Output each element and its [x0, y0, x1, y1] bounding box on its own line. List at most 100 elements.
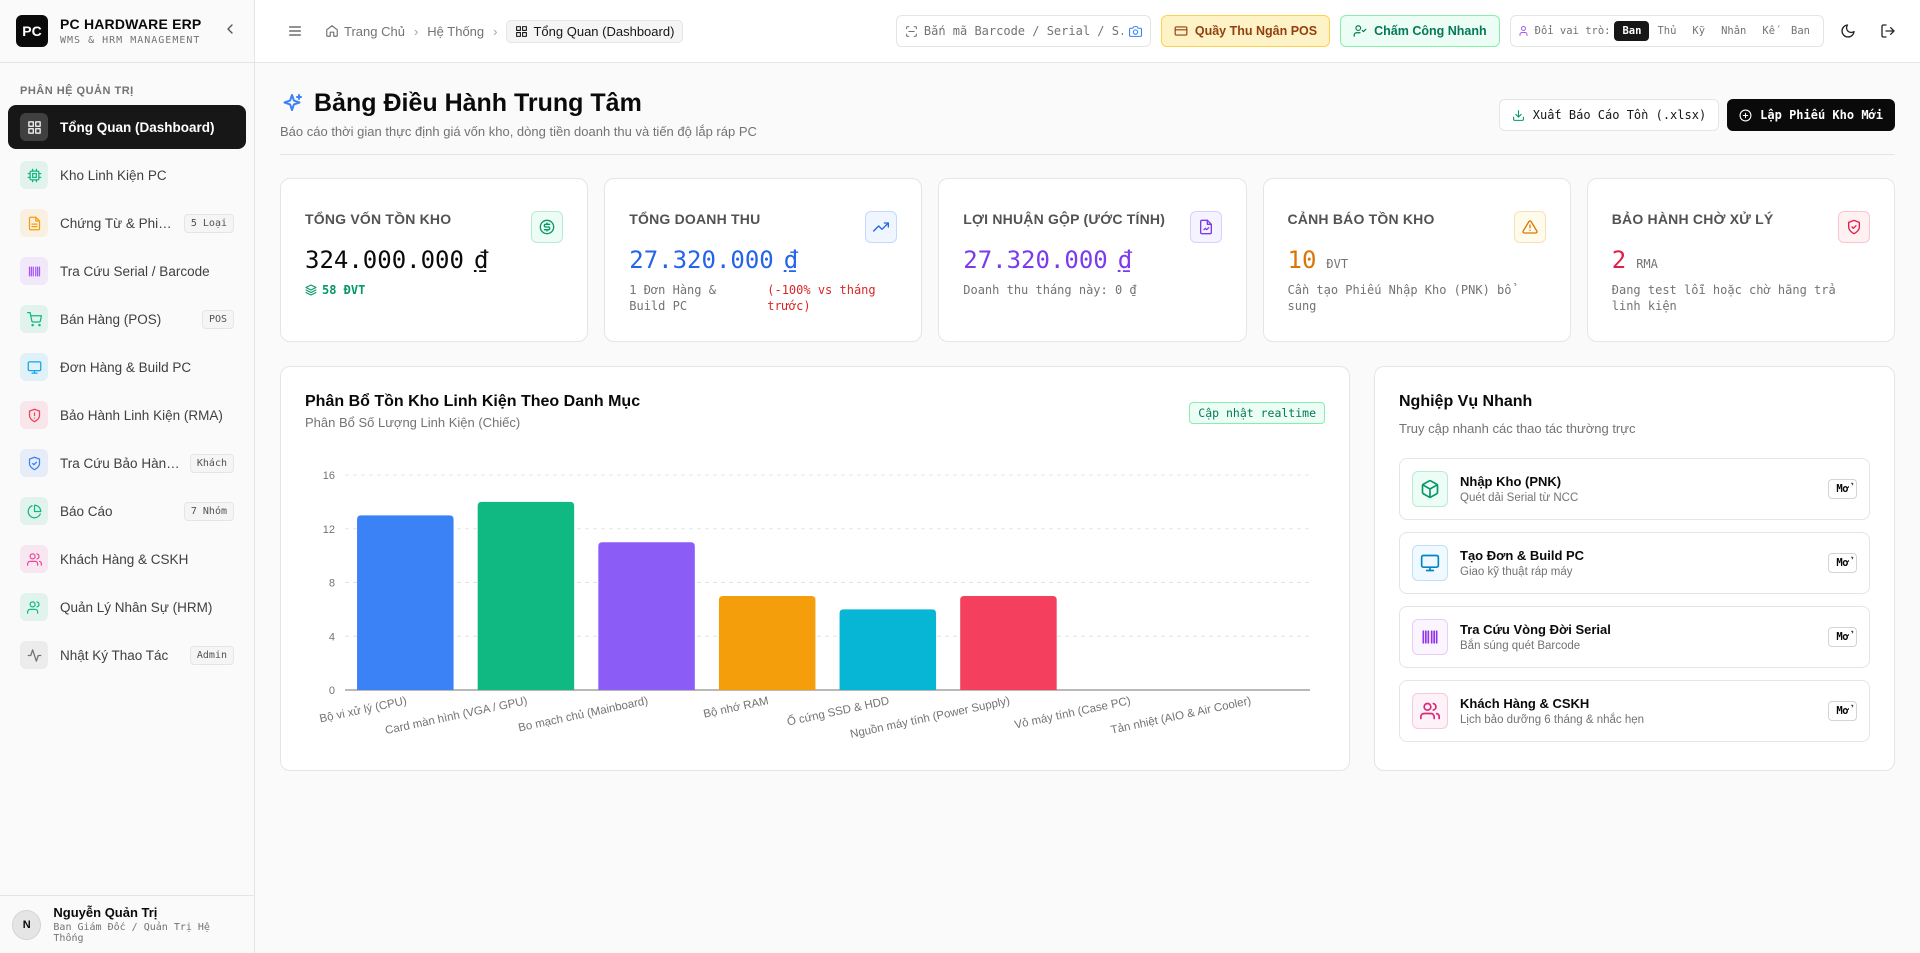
sidebar-item-1[interactable]: Tổng Quan (Dashboard): [8, 105, 246, 149]
sidebar-item-5[interactable]: Bán Hàng (POS) POS: [8, 297, 246, 341]
sidebar-item-label: Quản Lý Nhân Sự (HRM): [60, 599, 213, 615]
nav-icon-wrap: [20, 641, 48, 669]
camera-icon[interactable]: [1128, 25, 1142, 38]
kpi-note: Cần tạo Phiếu Nhập Kho (PNK) bổ sung: [1287, 283, 1512, 314]
kpi-card: TỔNG DOANH THU 27.320.000 ₫ 1 Đơn Hàng &…: [604, 178, 923, 342]
quick-action-subtitle: Giao kỹ thuật ráp máy: [1460, 566, 1573, 578]
role-option[interactable]: Kỹ: [1692, 25, 1706, 37]
barcode-search-input[interactable]: Bắn mã Barcode / Serial / S...: [895, 15, 1151, 47]
kpi-label: CẢNH BÁO TỒN KHO: [1287, 211, 1435, 227]
chart-y-tick-label: 12: [323, 524, 335, 536]
user-check-icon: [1353, 25, 1367, 37]
nav-icon-wrap: [20, 209, 48, 237]
quick-actions-card: Nghiệp Vụ Nhanh Truy cập nhanh các thao …: [1374, 366, 1895, 771]
role-label: Đổi vai trò:: [1534, 25, 1611, 37]
quick-action-icon-wrap: [1412, 693, 1448, 729]
role-option[interactable]: Kế: [1762, 25, 1776, 37]
pos-button[interactable]: Quầy Thu Ngân POS: [1160, 15, 1331, 47]
sidebar-item-10[interactable]: Khách Hàng & CSKH: [8, 537, 246, 581]
nav-icon-wrap: [20, 305, 48, 333]
quick-action-open-button[interactable]: Mở: [1828, 701, 1857, 721]
sidebar-item-label: Khách Hàng & CSKH: [60, 551, 189, 567]
kpi-change: (-100% vs tháng trước): [767, 283, 876, 314]
app-subtitle: WMS & HRM MANAGEMENT: [60, 35, 201, 46]
kpi-value: 324.000.000 ₫: [305, 246, 489, 274]
scan-icon: [905, 25, 917, 37]
menu-icon[interactable]: [287, 23, 303, 39]
sidebar-item-11[interactable]: Quản Lý Nhân Sự (HRM): [8, 585, 246, 629]
quick-action-item[interactable]: Tra Cứu Vòng Đời Serial Bắn súng quét Ba…: [1399, 606, 1870, 668]
users-icon: [26, 552, 42, 566]
download-icon: [1512, 109, 1524, 121]
chart-x-tick-label: Bo mạch chủ (Mainboard): [517, 695, 649, 734]
sidebar-item-9[interactable]: Báo Cáo 7 Nhóm: [8, 489, 246, 533]
wallet-icon: [1174, 26, 1188, 36]
quick-action-subtitle: Quét dải Serial từ NCC: [1460, 492, 1579, 504]
sidebar-item-label: Báo Cáo: [60, 503, 113, 519]
logout-button[interactable]: [1872, 15, 1904, 47]
role-option[interactable]: Nhân: [1721, 25, 1747, 37]
sidebar-nav: Tổng Quan (Dashboard) Kho Linh Kiện PC C…: [0, 105, 254, 677]
kpi-label: LỢI NHUẬN GỘP (ƯỚC TÍNH): [963, 211, 1166, 227]
collapse-sidebar-icon[interactable]: [222, 21, 238, 42]
kpi-value: 27.320.000 ₫: [963, 246, 1133, 274]
dashboard-icon: [27, 120, 41, 134]
new-warehouse-voucher-button[interactable]: Lập Phiếu Kho Mới: [1727, 99, 1895, 131]
sidebar-item-badge: 5 Loại: [183, 213, 234, 233]
kpi-label: TỔNG DOANH THU: [629, 211, 761, 227]
file-icon: [28, 216, 40, 230]
chart-x-tick-label: Tản nhiệt (AIO & Air Cooler): [1110, 695, 1253, 737]
user-profile[interactable]: N Nguyễn Quản Trị Ban Giám Đốc / Quản Tr…: [0, 895, 254, 953]
sidebar-item-8[interactable]: Tra Cứu Bảo Hành Khách Khách: [8, 441, 246, 485]
kpi-value: 10 ĐVT: [1287, 246, 1349, 274]
sidebar-item-7[interactable]: Bảo Hành Linh Kiện (RMA): [8, 393, 246, 437]
sidebar-item-12[interactable]: Nhật Ký Thao Tác Admin: [8, 633, 246, 677]
quick-action-title: Nhập Kho (PNK): [1460, 474, 1562, 489]
barcode-icon: [28, 266, 40, 276]
dashboard-icon: [516, 25, 528, 37]
chart-bar: [718, 595, 816, 690]
export-report-button[interactable]: Xuất Báo Cáo Tồn (.xlsx): [1498, 99, 1720, 131]
kpi-note: Doanh thu tháng này: 0 ₫: [963, 283, 1137, 297]
quick-action-icon-wrap: [1412, 545, 1448, 581]
quick-action-open-button[interactable]: Mở: [1828, 553, 1857, 573]
activity-icon: [27, 648, 41, 662]
quick-action-open-button[interactable]: Mở: [1828, 479, 1857, 499]
top-header: Trang Chủ › Hệ Thống › Tổng Quan (Dashbo…: [255, 0, 1920, 63]
nav-icon-wrap: [20, 257, 48, 285]
role-option[interactable]: Ban: [1791, 25, 1810, 37]
chart-x-tick-label: Bộ nhớ RAM: [702, 695, 769, 721]
quick-action-item[interactable]: Nhập Kho (PNK) Quét dải Serial từ NCC Mở: [1399, 458, 1870, 520]
sidebar-item-3[interactable]: Chứng Từ & Phiếu Kho 5 Loại: [8, 201, 246, 245]
chart-y-tick-label: 4: [329, 631, 335, 643]
dollar-icon: [539, 219, 555, 235]
app-logo: PC: [16, 15, 48, 47]
realtime-badge: Cập nhật realtime: [1189, 402, 1325, 424]
kpi-unit: ĐVT: [1326, 257, 1349, 271]
breadcrumb-home[interactable]: Trang Chủ: [325, 24, 405, 39]
role-option[interactable]: Thủ: [1657, 25, 1677, 37]
quick-action-item[interactable]: Khách Hàng & CSKH Lịch bảo dưỡng 6 tháng…: [1399, 680, 1870, 742]
quick-action-open-button[interactable]: Mở: [1828, 627, 1857, 647]
attendance-button[interactable]: Chấm Công Nhanh: [1340, 15, 1500, 47]
role-option[interactable]: Ban: [1614, 21, 1650, 41]
cpu-icon: [27, 168, 41, 182]
kpi-note: 58 ĐVT: [305, 282, 563, 298]
sidebar-item-6[interactable]: Đơn Hàng & Build PC: [8, 345, 246, 389]
nav-icon-wrap: [20, 401, 48, 429]
chart-x-tick-label: Bộ vi xử lý (CPU): [319, 695, 409, 725]
shield-alert-icon: [28, 408, 40, 422]
monitor-icon: [27, 360, 41, 374]
quick-action-item[interactable]: Tạo Đơn & Build PC Giao kỹ thuật ráp máy…: [1399, 532, 1870, 594]
chart-y-tick-label: 0: [329, 685, 335, 697]
theme-toggle-button[interactable]: [1832, 15, 1864, 47]
sidebar-item-2[interactable]: Kho Linh Kiện PC: [8, 153, 246, 197]
sidebar-item-label: Tra Cứu Serial / Barcode: [60, 263, 210, 279]
breadcrumb-system[interactable]: Hệ Thống: [427, 23, 485, 39]
monitor-icon: [1420, 554, 1440, 572]
shield-check-icon: [28, 456, 40, 470]
kpi-card: TỔNG VỐN TỒN KHO 324.000.000 ₫ 58 ĐVT: [280, 178, 589, 342]
sidebar-item-4[interactable]: Tra Cứu Serial / Barcode: [8, 249, 246, 293]
chart-y-tick-label: 8: [329, 578, 335, 590]
sidebar-item-label: Bảo Hành Linh Kiện (RMA): [60, 407, 223, 423]
